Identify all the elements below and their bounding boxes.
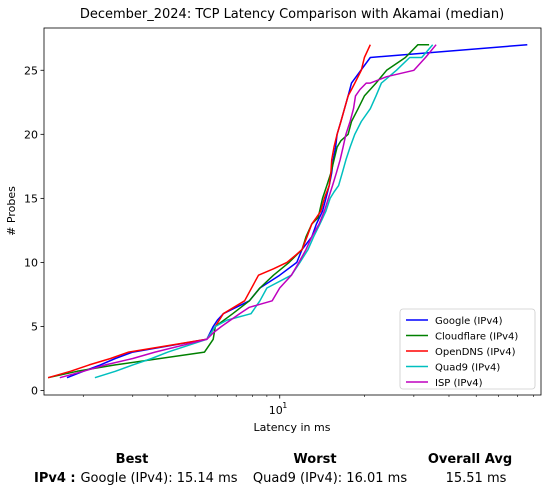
legend-label-1: Cloudflare (IPv4) xyxy=(435,332,518,343)
legend: Google (IPv4) Cloudflare (IPv4) OpenDNS (I… xyxy=(399,308,536,390)
legend-label-4: ISP (IPv4) xyxy=(435,378,483,389)
avg-value: 15.51 ms xyxy=(445,471,507,486)
chart-title: December_2024: TCP Latency Comparison wi… xyxy=(80,7,504,22)
y-axis-label: # Probes xyxy=(5,186,18,236)
series-line-4 xyxy=(59,44,437,379)
ipv4-row-label: IPv4 : xyxy=(34,471,76,486)
best-value: Google (IPv4): 15.14 ms xyxy=(80,471,238,486)
worst-value: Quad9 (IPv4): 16.01 ms xyxy=(252,471,408,486)
series-line-1 xyxy=(47,43,430,379)
y-tick-label-10: 10 xyxy=(24,256,38,269)
legend-label-3: Quad9 (IPv4) xyxy=(435,363,500,374)
y-tick-label-5: 5 xyxy=(31,320,38,333)
y-tick-label-0: 0 xyxy=(31,385,38,398)
y-tick-label-25: 25 xyxy=(24,64,38,77)
x-tick-exponent-10: 1 xyxy=(282,401,287,410)
best-header: Best xyxy=(115,452,149,467)
y-tick-label-15: 15 xyxy=(24,192,38,205)
legend-label-0: Google (IPv4) xyxy=(435,316,503,327)
y-tick-label-20: 20 xyxy=(24,128,38,141)
worst-header: Worst xyxy=(293,452,337,467)
avg-header: Overall Avg xyxy=(427,452,513,467)
x-tick-label-10: 10 xyxy=(269,404,283,417)
x-axis-label: Latency in ms xyxy=(254,421,331,434)
series-layer xyxy=(47,43,528,379)
latency-chart: December_2024: TCP Latency Comparison wi… xyxy=(5,7,542,434)
legend-box xyxy=(399,308,536,390)
legend-label-2: OpenDNS (IPv4) xyxy=(435,347,516,358)
